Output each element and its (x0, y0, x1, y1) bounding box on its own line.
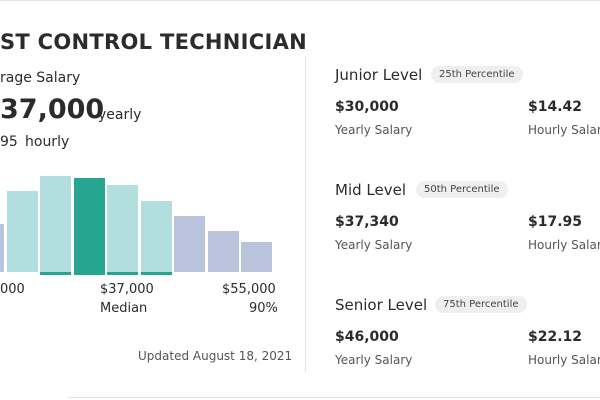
bottom-rule (68, 397, 600, 398)
mid-yearly-label: Yearly Salary (335, 238, 413, 252)
hist-median-value: $37,000 (100, 282, 154, 297)
histogram-bar-accent (107, 272, 138, 275)
level-title-mid: Mid Level (335, 181, 406, 199)
percentile-badge-senior: 75th Percentile (435, 296, 527, 313)
average-yearly-salary: 37,000 (0, 94, 105, 125)
hist-right-value: $55,000 (222, 282, 276, 297)
histogram-bar (107, 185, 138, 272)
junior-hourly-label: Hourly Salary (528, 123, 600, 137)
yearly-unit-label: yearly (98, 107, 142, 123)
junior-hourly-salary: $14.42 (528, 99, 583, 115)
histogram-bar-accent (141, 272, 172, 275)
histogram-bar (241, 242, 272, 272)
hourly-unit-label: hourly (25, 134, 70, 150)
histogram-bar (7, 191, 38, 272)
senior-yearly-salary: $46,000 (335, 329, 399, 345)
histogram-bar (0, 224, 4, 272)
senior-yearly-label: Yearly Salary (335, 353, 413, 367)
level-title-junior: Junior Level (335, 66, 423, 84)
salary-distribution-histogram (0, 160, 290, 275)
mid-hourly-label: Hourly Salary (528, 238, 600, 252)
hist-left-value: 000 (0, 282, 25, 297)
average-salary-label: rage Salary (0, 70, 81, 86)
junior-yearly-salary: $30,000 (335, 99, 399, 115)
senior-hourly-label: Hourly Salary (528, 353, 600, 367)
histogram-bar (141, 201, 172, 272)
average-hourly-salary: 95 (0, 134, 18, 150)
histogram-bar (208, 231, 239, 272)
card-top-border (0, 0, 600, 1)
histogram-bar (40, 176, 71, 272)
mid-yearly-salary: $37,340 (335, 214, 399, 230)
hist-median-label: Median (100, 301, 148, 316)
mid-hourly-salary: $17.95 (528, 214, 583, 230)
hist-right-label: 90% (249, 301, 278, 316)
histogram-bar-accent (40, 272, 71, 275)
percentile-badge-junior: 25th Percentile (431, 66, 523, 83)
senior-hourly-salary: $22.12 (528, 329, 583, 345)
histogram-bar (174, 216, 205, 272)
level-title-senior: Senior Level (335, 296, 428, 314)
junior-yearly-label: Yearly Salary (335, 123, 413, 137)
job-title: ST CONTROL TECHNICIAN (0, 30, 308, 54)
updated-date: Updated August 18, 2021 (138, 349, 293, 363)
column-divider (305, 56, 306, 372)
histogram-bar (74, 178, 105, 275)
percentile-badge-mid: 50th Percentile (416, 181, 508, 198)
